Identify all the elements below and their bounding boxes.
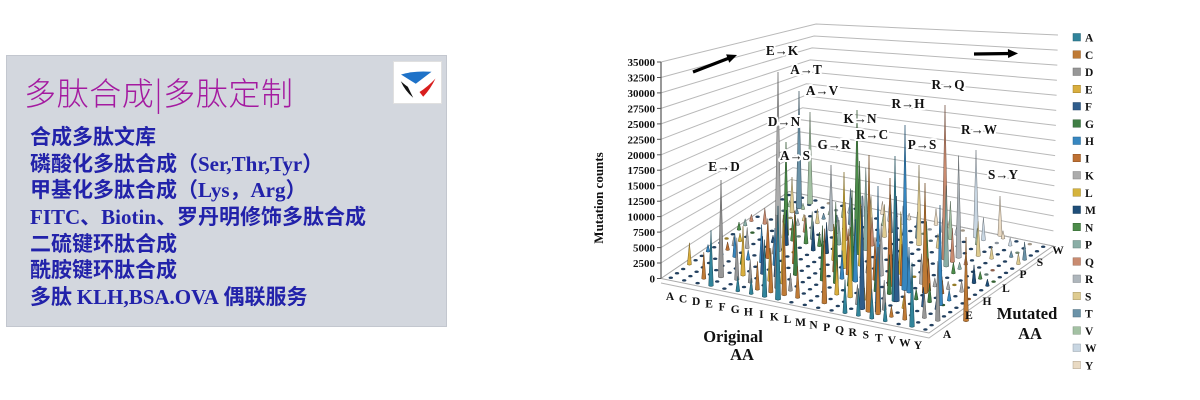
svg-text:0: 0 xyxy=(650,274,656,286)
svg-text:15000: 15000 xyxy=(628,181,656,193)
svg-text:A: A xyxy=(1085,33,1094,45)
svg-text:P: P xyxy=(823,322,830,334)
svg-text:H: H xyxy=(744,307,753,319)
svg-text:M: M xyxy=(1085,205,1096,217)
svg-text:Mutated: Mutated xyxy=(997,304,1058,323)
svg-text:T: T xyxy=(875,332,883,344)
svg-text:A: A xyxy=(666,291,675,303)
svg-text:A→T: A→T xyxy=(790,62,822,77)
svg-text:E→K: E→K xyxy=(766,43,799,58)
svg-text:C: C xyxy=(679,294,687,306)
svg-text:H: H xyxy=(1085,136,1094,148)
svg-text:D: D xyxy=(1085,67,1093,79)
svg-text:R→Q: R→Q xyxy=(932,77,965,92)
svg-text:V: V xyxy=(1085,326,1094,338)
svg-text:L: L xyxy=(1085,188,1093,200)
svg-text:I: I xyxy=(759,309,764,321)
svg-text:C: C xyxy=(1085,50,1093,62)
svg-text:M: M xyxy=(795,317,806,329)
svg-text:Mutation counts: Mutation counts xyxy=(591,152,606,243)
svg-text:2500: 2500 xyxy=(633,258,656,270)
svg-text:G: G xyxy=(731,304,740,316)
svg-text:G→R: G→R xyxy=(818,137,851,152)
svg-text:K→N: K→N xyxy=(844,111,877,126)
svg-text:Q: Q xyxy=(835,325,844,337)
svg-text:R→H: R→H xyxy=(892,96,926,111)
svg-text:R→C: R→C xyxy=(856,127,888,142)
svg-text:G: G xyxy=(1085,119,1094,131)
svg-text:22500: 22500 xyxy=(628,134,656,146)
svg-text:Y: Y xyxy=(1085,360,1094,372)
svg-text:N: N xyxy=(1085,222,1094,234)
svg-text:S: S xyxy=(1085,291,1091,303)
svg-text:25000: 25000 xyxy=(628,119,656,131)
svg-text:D→N: D→N xyxy=(768,114,801,129)
svg-text:AA: AA xyxy=(1018,324,1042,343)
svg-text:10000: 10000 xyxy=(628,212,656,224)
svg-text:D: D xyxy=(692,296,700,308)
svg-text:Q: Q xyxy=(1085,257,1094,269)
svg-text:E: E xyxy=(705,299,713,311)
svg-text:V: V xyxy=(888,335,897,347)
svg-text:T: T xyxy=(1085,309,1093,321)
svg-text:R: R xyxy=(849,327,858,339)
svg-text:A→V: A→V xyxy=(806,83,839,98)
svg-text:S: S xyxy=(1037,257,1043,269)
svg-text:W: W xyxy=(1085,343,1097,355)
svg-text:S→Y: S→Y xyxy=(988,167,1019,182)
svg-text:P: P xyxy=(1085,240,1092,252)
svg-text:F: F xyxy=(719,301,726,313)
svg-text:35000: 35000 xyxy=(628,57,656,69)
svg-text:L: L xyxy=(1002,283,1010,295)
svg-text:P: P xyxy=(1019,269,1026,281)
svg-text:17500: 17500 xyxy=(628,165,656,177)
svg-text:K: K xyxy=(770,312,779,324)
svg-text:L: L xyxy=(784,314,792,326)
svg-text:H: H xyxy=(983,296,992,308)
svg-text:R→W: R→W xyxy=(961,122,997,137)
svg-text:5000: 5000 xyxy=(633,243,656,255)
svg-text:N: N xyxy=(809,319,818,331)
svg-text:7500: 7500 xyxy=(633,227,656,239)
svg-text:R: R xyxy=(1085,274,1094,286)
svg-text:E→D: E→D xyxy=(708,159,740,174)
svg-text:K: K xyxy=(1085,171,1094,183)
svg-text:32500: 32500 xyxy=(628,73,656,85)
svg-text:Original: Original xyxy=(703,327,763,346)
svg-text:20000: 20000 xyxy=(628,150,656,162)
svg-text:W: W xyxy=(899,337,911,349)
svg-text:30000: 30000 xyxy=(628,88,656,100)
svg-text:A→S: A→S xyxy=(780,148,810,163)
svg-text:AA: AA xyxy=(730,345,754,364)
svg-text:12500: 12500 xyxy=(628,196,656,208)
svg-text:F: F xyxy=(1085,102,1092,114)
svg-text:W: W xyxy=(1052,245,1064,257)
svg-text:27500: 27500 xyxy=(628,103,656,115)
svg-text:A: A xyxy=(943,329,952,341)
svg-text:I: I xyxy=(1085,153,1090,165)
svg-text:S: S xyxy=(863,330,869,342)
svg-text:Y: Y xyxy=(914,340,923,352)
svg-text:E: E xyxy=(965,310,973,322)
svg-text:E: E xyxy=(1085,84,1093,96)
svg-text:P→S: P→S xyxy=(908,137,937,152)
